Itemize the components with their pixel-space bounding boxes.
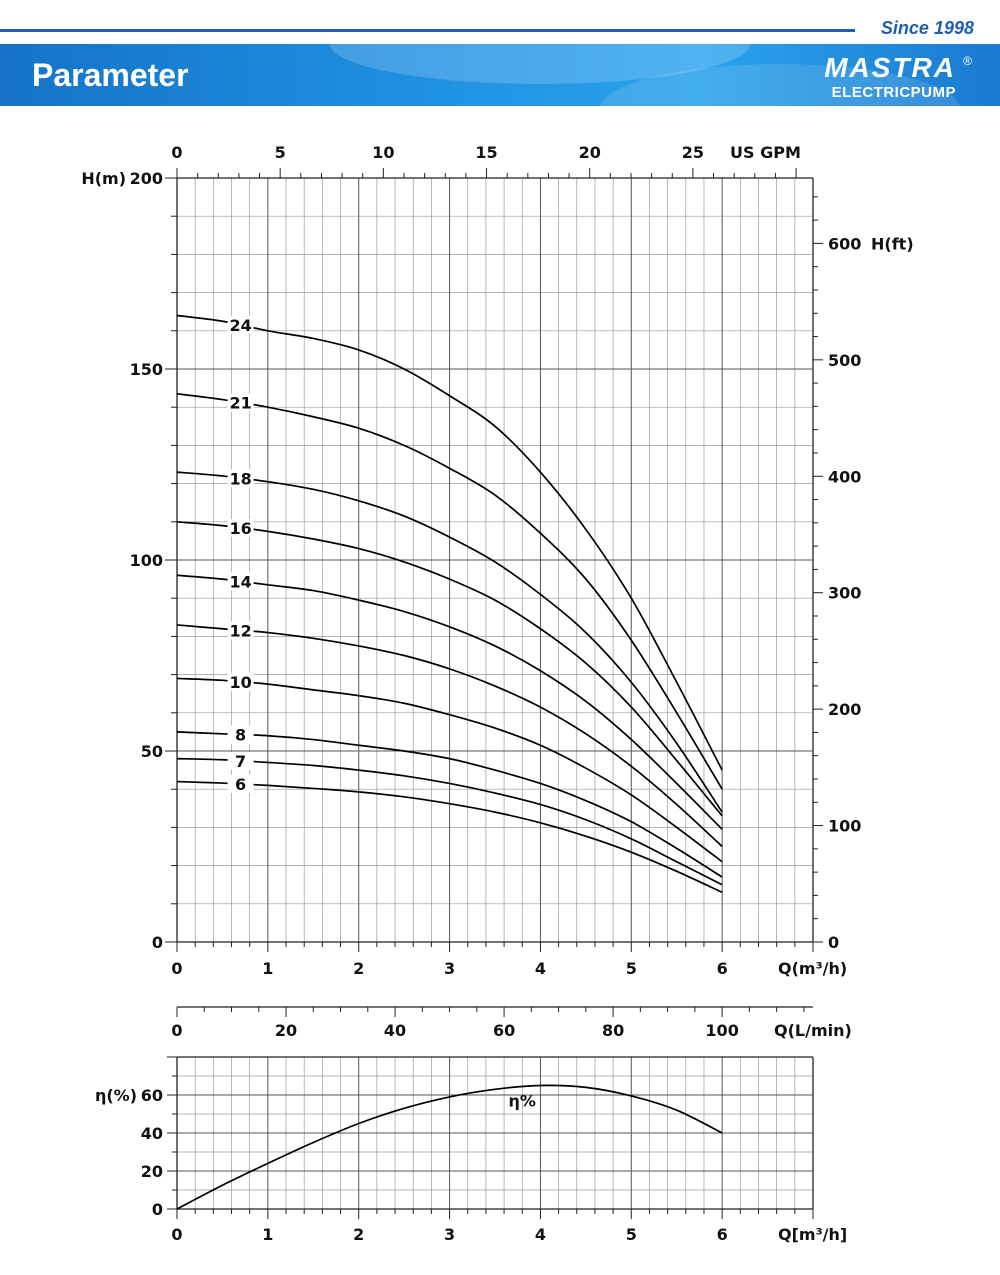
curve-stage-8 [176,731,723,878]
eff-y-tick-label: 60 [141,1086,163,1105]
x-tick-label: 2 [353,959,364,978]
right-axis-label: H(ft) [871,234,914,253]
curve-stage-18 [176,471,723,813]
eff-y-tick-label: 0 [152,1200,163,1219]
eff-x-tick-label: 1 [262,1225,273,1244]
stage-label-bg [227,725,254,744]
top-axis-label: US GPM [730,143,801,162]
brand-logo: MASTRA ® ELECTRICPUMP [806,52,972,102]
stage-label-bg [227,621,254,640]
top-axis-tick-label: 5 [275,143,286,162]
right-axis-tick-label: 600 [828,234,861,253]
x-tick-label: 0 [171,959,182,978]
stage-label: 18 [229,469,251,488]
lpm-tick-label: 40 [384,1021,406,1040]
curve-stage-14 [176,574,723,830]
top-axis-tick-label: 10 [372,143,394,162]
curve-stage-12 [176,624,723,848]
eff-y-tick-label: 20 [141,1162,163,1181]
curve-stage-24 [176,314,723,771]
x-tick-label: 5 [626,959,637,978]
lpm-tick-label: 80 [602,1021,624,1040]
eff-x-tick-label: 0 [171,1225,182,1244]
top-axis-tick-label: 25 [682,143,704,162]
x-axis-label: Q(m³/h) [778,959,847,978]
right-axis-tick-label: 100 [828,817,861,836]
eff-x-axis-label: Q[m³/h] [778,1225,847,1244]
curve-stage-16 [176,520,723,817]
eff-x-tick-label: 3 [444,1225,455,1244]
stage-label: 24 [229,316,251,335]
right-axis-tick-label: 500 [828,351,861,370]
eff-y-axis-label: η(%) [95,1086,137,1105]
y-tick-label: 50 [141,742,163,761]
eff-y-tick-label: 40 [141,1124,163,1143]
x-tick-label: 6 [717,959,728,978]
stage-label-bg [227,316,254,335]
stage-label: 6 [235,775,246,794]
lpm-tick-label: 20 [275,1021,297,1040]
lpm-tick-label: 100 [705,1021,738,1040]
registered-mark: ® [963,54,972,68]
right-axis-tick-label: 200 [828,700,861,719]
stage-label-bg [227,393,254,412]
x-tick-label: 1 [262,959,273,978]
lpm-tick-label: 60 [493,1021,515,1040]
y-tick-label: 0 [152,933,163,952]
y-axis-label: H(m) [81,169,126,188]
stage-label: 8 [235,726,246,745]
since-label: Since 1998 [880,18,974,38]
top-axis-tick-label: 15 [475,143,497,162]
header-rule [0,29,855,32]
y-tick-label: 100 [130,551,163,570]
stage-label-bg [227,672,254,691]
stage-label: 7 [235,752,246,771]
eff-x-tick-label: 5 [626,1225,637,1244]
header-banner: Parameter MASTRA ® ELECTRICPUMP [0,44,1000,106]
efficiency-curve [176,1084,723,1210]
lpm-tick-label: 0 [171,1021,182,1040]
eff-x-tick-label: 6 [717,1225,728,1244]
right-axis-tick-label: 400 [828,467,861,486]
x-tick-label: 3 [444,959,455,978]
stage-label: 21 [229,394,251,413]
stage-label-bg [227,469,254,488]
right-axis-tick-label: 0 [828,933,839,952]
y-tick-label: 150 [130,360,163,379]
curve-stage-6 [176,780,723,894]
logo-subtitle: ELECTRICPUMP [831,84,956,101]
eff-x-tick-label: 2 [353,1225,364,1244]
stage-label-bg [227,572,254,591]
top-axis-tick-label: 0 [171,143,182,162]
right-axis-tick-label: 300 [828,584,861,603]
stage-label: 10 [229,673,251,692]
top-axis-tick-label: 20 [579,143,601,162]
lpm-axis-label: Q(L/min) [774,1021,852,1040]
eff-x-tick-label: 4 [535,1225,546,1244]
stage-label: 14 [229,572,251,591]
stage-label-bg [227,751,254,770]
curve-stage-7 [176,757,723,886]
curve-stage-10 [176,677,723,863]
stage-label: 16 [229,519,251,538]
y-tick-label: 200 [130,169,163,188]
logo-mark: MASTRA [824,52,956,83]
stage-label-bg [227,775,254,794]
curve-stage-21 [176,392,723,790]
page-title: Parameter [32,57,189,93]
stage-label-bg [227,518,254,537]
efficiency-curve-label: η% [509,1092,536,1111]
x-tick-label: 4 [535,959,546,978]
stage-label: 12 [229,621,251,640]
